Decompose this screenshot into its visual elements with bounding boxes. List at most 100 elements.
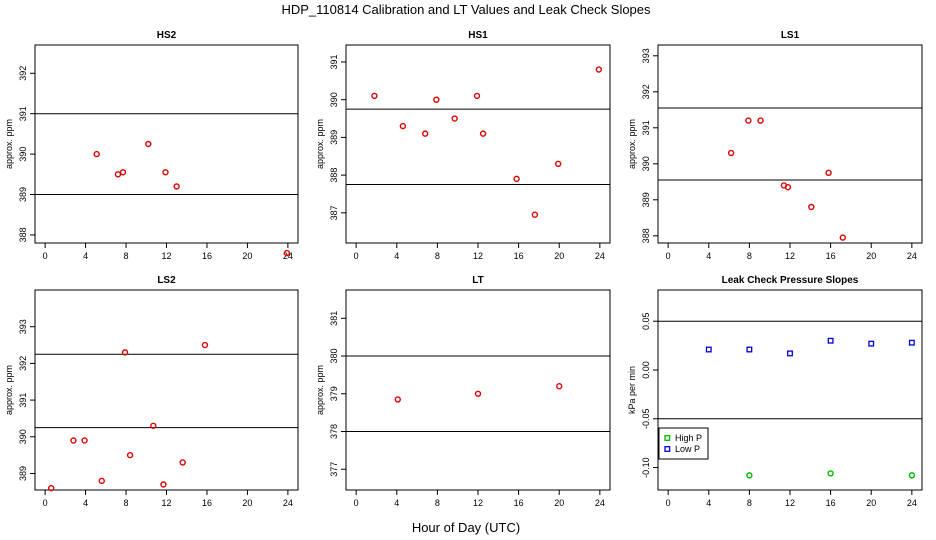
y-tick-label: 378 (329, 424, 339, 439)
data-point (114, 171, 122, 178)
plot-frame (657, 44, 923, 244)
data-point (119, 169, 127, 176)
panel-title: Leak Check Pressure Slopes (722, 275, 859, 286)
x-axis-label: Hour of Day (UTC) (412, 520, 520, 535)
data-point (827, 337, 834, 344)
plot-frame (345, 44, 611, 244)
data-point (868, 340, 875, 347)
y-tick-label: 391 (18, 393, 28, 408)
panel-ls2: LS2 0 4 8 12 16 20 24 389 390 391 392 393 approx. ppm (4, 275, 299, 508)
data-point (451, 115, 458, 122)
y-tick-label: 389 (18, 466, 28, 481)
data-point (555, 160, 562, 168)
plot-frame (657, 289, 923, 491)
data-point (531, 211, 539, 218)
y-tick-label: 388 (641, 228, 651, 243)
y-tick-label: 377 (329, 462, 339, 477)
x-tick-label: 8 (124, 251, 129, 261)
y-tick-label: 0.00 (641, 361, 651, 379)
data-point (746, 472, 753, 479)
panel-leak: Leak Check Pressure Slopes 0 4 8 12 16 20 24 -0.… (627, 275, 923, 508)
x-tick-label: 12 (161, 498, 171, 508)
legend-marker (664, 435, 671, 441)
y-tick-label: 389 (18, 187, 28, 202)
data-point (145, 140, 152, 148)
data-point (399, 122, 407, 130)
y-tick-label: 392 (18, 66, 28, 81)
data-point (556, 383, 563, 390)
y-tick-label: 390 (18, 429, 28, 444)
data-point (808, 203, 815, 211)
panel-title: LS2 (157, 275, 176, 286)
x-tick-label: 16 (202, 251, 212, 261)
y-tick-label: 392 (641, 84, 651, 99)
data-point (70, 437, 77, 444)
data-point (705, 346, 712, 353)
x-tick-label: 0 (43, 251, 48, 261)
plot-frame (345, 289, 611, 491)
y-tick-label: 393 (18, 319, 28, 334)
x-tick-label: 20 (554, 498, 564, 508)
panel-title: LT (472, 275, 483, 286)
x-tick-label: 12 (473, 498, 483, 508)
x-tick-label: 4 (83, 498, 88, 508)
data-point (371, 92, 378, 100)
data-point (422, 130, 429, 137)
x-tick-label: 16 (514, 251, 524, 261)
panel-title: LS1 (781, 30, 800, 41)
data-point (173, 183, 180, 190)
y-tick-label: 393 (641, 48, 651, 63)
y-tick-label: 392 (18, 356, 28, 371)
x-tick-label: 20 (554, 251, 564, 261)
x-tick-label: 8 (124, 498, 129, 508)
x-tick-label: 4 (706, 498, 711, 508)
data-point (150, 422, 157, 429)
x-tick-label: 8 (747, 498, 752, 508)
y-tick-label: 380 (329, 349, 339, 364)
y-tick-label: 390 (641, 156, 651, 171)
x-tick-label: 12 (473, 251, 483, 261)
x-tick-label: 8 (747, 251, 752, 261)
data-point (727, 149, 735, 157)
data-point (479, 130, 487, 137)
y-tick-label: 381 (329, 311, 339, 326)
y-tick-label: 391 (641, 120, 651, 135)
data-point (827, 470, 834, 477)
data-point (839, 234, 846, 241)
data-point (474, 390, 482, 397)
data-point (784, 183, 792, 191)
data-point (201, 341, 209, 349)
x-tick-label: 16 (514, 498, 524, 508)
y-tick-label: 391 (18, 106, 28, 121)
data-point (433, 96, 440, 103)
y-tick-label: -0.10 (641, 457, 651, 478)
y-tick-label: 390 (18, 147, 28, 162)
x-tick-label: 4 (394, 251, 399, 261)
data-point (908, 339, 915, 346)
y-tick-label: -0.05 (641, 409, 651, 430)
x-tick-label: 20 (866, 498, 876, 508)
data-point (121, 349, 129, 356)
x-tick-label: 16 (826, 251, 836, 261)
data-point (98, 477, 105, 485)
x-tick-label: 0 (354, 251, 359, 261)
x-tick-label: 8 (435, 251, 440, 261)
x-tick-label: 0 (666, 251, 671, 261)
data-point (47, 484, 55, 492)
x-tick-label: 20 (242, 498, 252, 508)
x-tick-label: 12 (785, 498, 795, 508)
x-tick-label: 4 (706, 251, 711, 261)
y-axis-label: approx. ppm (4, 365, 14, 415)
panel-title: HS2 (157, 30, 177, 41)
x-tick-label: 20 (242, 251, 252, 261)
plot-frame (34, 44, 299, 244)
data-point (81, 437, 88, 444)
x-tick-label: 12 (785, 251, 795, 261)
x-tick-label: 24 (595, 251, 605, 261)
legend-label: Low P (675, 444, 700, 454)
y-tick-label: 390 (329, 92, 339, 107)
data-point (162, 169, 169, 176)
